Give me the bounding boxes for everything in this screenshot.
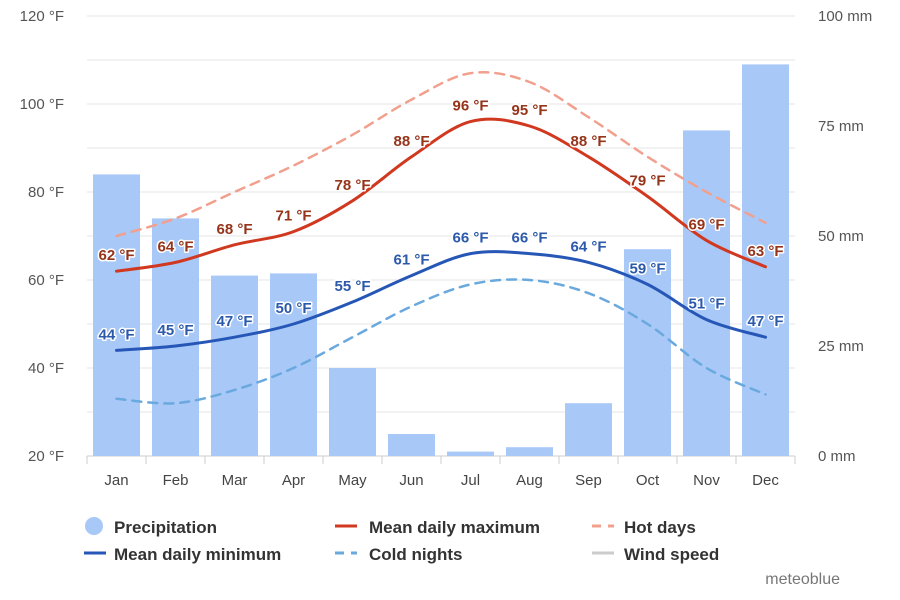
data-label: 78 °F [334, 177, 370, 194]
x-tick-label: Aug [516, 472, 543, 489]
y-left-tick-label: 80 °F [28, 184, 64, 201]
y-right-tick-label: 50 mm [818, 228, 864, 245]
precipitation-bars [93, 64, 789, 457]
x-tick-label: May [338, 472, 367, 489]
legend-label: Mean daily maximum [369, 518, 540, 537]
y-left-tick-label: 100 °F [20, 96, 64, 113]
precipitation-bar[interactable] [447, 451, 494, 456]
data-label: 88 °F [570, 133, 606, 150]
data-label: 44 °F [98, 326, 134, 343]
x-tick-label: Mar [222, 472, 248, 489]
precipitation-bar[interactable] [506, 447, 553, 456]
legend-item-mean-daily-maximum[interactable]: Mean daily maximum [335, 518, 540, 537]
precipitation-bar[interactable] [211, 275, 258, 456]
x-tick-label: Feb [163, 472, 189, 489]
x-tick-label: Jan [104, 472, 128, 489]
data-label: 64 °F [570, 238, 606, 255]
x-tick-label: Apr [282, 472, 305, 489]
x-tick-label: Jul [461, 472, 480, 489]
precipitation-bar[interactable] [565, 403, 612, 456]
credit-text[interactable]: meteoblue [765, 571, 840, 588]
x-tick-label: Oct [636, 472, 660, 489]
y-left-tick-label: 40 °F [28, 360, 64, 377]
data-label: 62 °F [98, 247, 134, 264]
legend-item-precipitation[interactable]: Precipitation [85, 517, 217, 537]
data-label: 69 °F [688, 216, 724, 233]
y-left-tick-label: 60 °F [28, 272, 64, 289]
y-left-tick-label: 20 °F [28, 448, 64, 465]
axis-ticks: 20 °F 40 °F 60 °F 80 °F 100 °F 120 °F 0 mm 25 m… [20, 8, 873, 489]
precipitation-bar[interactable] [93, 174, 140, 456]
mean-daily-maximum-line[interactable] [115, 117, 767, 273]
precipitation-bar[interactable] [388, 434, 435, 456]
data-label: 63 °F [747, 243, 783, 260]
y-right-tick-label: 100 mm [818, 8, 872, 25]
legend-label: Wind speed [624, 545, 719, 564]
data-label: 79 °F [629, 172, 665, 189]
precipitation-bar[interactable] [624, 249, 671, 456]
data-label: 47 °F [216, 313, 252, 330]
mean-daily-minimum-line[interactable] [115, 250, 767, 352]
legend-label: Precipitation [114, 518, 217, 537]
series-lines [115, 71, 767, 405]
data-label: 64 °F [157, 238, 193, 255]
data-label: 68 °F [216, 221, 252, 238]
hot-days-line[interactable] [115, 71, 767, 238]
data-label: 47 °F [747, 313, 783, 330]
legend-circle-icon [85, 517, 103, 535]
precipitation-bar[interactable] [270, 273, 317, 456]
x-tick-label: Nov [693, 472, 720, 489]
legend-label: Cold nights [369, 545, 462, 564]
x-tick-label: Sep [575, 472, 602, 489]
cold-nights-line[interactable] [115, 278, 767, 405]
data-label: 59 °F [629, 260, 665, 277]
data-label: 96 °F [452, 98, 488, 115]
data-label: 66 °F [511, 230, 547, 247]
data-label: 55 °F [334, 278, 370, 295]
precipitation-bar[interactable] [329, 368, 376, 456]
legend-label: Mean daily minimum [114, 545, 281, 564]
legend-item-mean-daily-minimum[interactable]: Mean daily minimum [84, 545, 281, 564]
data-label: 45 °F [157, 322, 193, 339]
data-label: 50 °F [275, 300, 311, 317]
legend: Precipitation Mean daily maximum Hot days M… [84, 517, 719, 564]
grid-lines [86, 15, 796, 464]
data-labels: 62 °F 64 °F 68 °F 71 °F 78 °F 88 °F 96 °F 95 °F… [97, 96, 785, 345]
data-label: 61 °F [393, 252, 429, 269]
x-tick-label: Jun [399, 472, 423, 489]
data-label: 51 °F [688, 296, 724, 313]
precipitation-bar[interactable] [683, 130, 730, 456]
legend-item-wind-speed[interactable]: Wind speed [592, 545, 719, 564]
legend-label: Hot days [624, 518, 696, 537]
y-right-tick-label: 75 mm [818, 118, 864, 135]
y-right-tick-label: 25 mm [818, 338, 864, 355]
data-label: 71 °F [275, 208, 311, 225]
legend-item-hot-days[interactable]: Hot days [592, 518, 696, 537]
x-tick-label: Dec [752, 472, 779, 489]
data-label: 88 °F [393, 133, 429, 150]
data-label: 66 °F [452, 230, 488, 247]
y-right-tick-label: 0 mm [818, 448, 856, 465]
legend-item-cold-nights[interactable]: Cold nights [335, 545, 462, 564]
data-label: 95 °F [511, 102, 547, 119]
y-left-tick-label: 120 °F [20, 8, 64, 25]
